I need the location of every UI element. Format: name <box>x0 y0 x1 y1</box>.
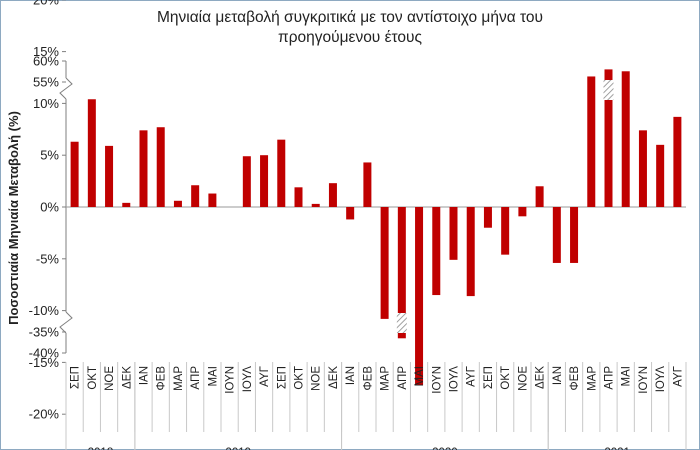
y-tick-label: 5% <box>40 148 59 163</box>
y-tick-label: 60% <box>33 54 59 69</box>
bar <box>570 207 579 263</box>
x-tick-label: ΙΟΥΛ <box>242 366 254 393</box>
x-tick-label: ΟΚΤ <box>500 366 512 390</box>
x-tick-label: ΙΟΥΛ <box>655 366 667 393</box>
chart-title-line-2: προηγούμενου έτους <box>278 29 422 46</box>
bar <box>621 71 630 207</box>
x-tick-label: ΜΑΡ <box>586 366 598 391</box>
x-tick-label: ΜΑΡ <box>380 366 392 391</box>
bar <box>397 207 406 339</box>
x-tick-label: ΔΕΚ <box>121 366 133 389</box>
x-tick-label: ΦΕΒ <box>569 366 581 391</box>
bar <box>70 141 79 207</box>
x-tick-label: ΙΟΥΝ <box>225 366 237 394</box>
bar <box>483 207 492 228</box>
x-tick-label: ΜΑΙ <box>207 366 219 386</box>
x-tick-label: ΝΟΕ <box>311 366 323 391</box>
bar <box>449 207 458 260</box>
y-axis-break-top <box>59 77 73 100</box>
x-tick-label: ΙΑΝ <box>139 366 151 385</box>
y-tick-label: 0% <box>40 200 59 215</box>
x-tick-label: ΙΑΝ <box>552 366 564 385</box>
bar <box>604 69 613 208</box>
x-tick-label: ΣΕΠ <box>483 366 495 389</box>
year-label: 2018 <box>88 447 114 450</box>
x-tick-label: ΔΕΚ <box>535 366 547 389</box>
bar <box>173 200 182 207</box>
bar <box>208 193 217 207</box>
bar-break-marker <box>603 80 614 100</box>
x-tick-label: ΑΥΓ <box>672 365 684 386</box>
bar <box>328 183 337 207</box>
y-tick-label: 10% <box>33 96 59 111</box>
bar <box>535 186 544 207</box>
x-tick-label: ΙΟΥΝ <box>431 366 443 394</box>
bar <box>656 144 665 207</box>
bar <box>191 185 200 207</box>
year-label: 2019 <box>225 447 251 450</box>
x-tick-label: ΦΕΒ <box>156 366 168 391</box>
bar <box>380 207 389 319</box>
bar <box>363 162 372 207</box>
chart-title: Μηνιαία μεταβολή συγκριτικά με τον αντίσ… <box>0 8 700 48</box>
bar <box>260 155 269 207</box>
x-tick-label: ΜΑΡ <box>173 366 185 391</box>
x-tick-label: ΜΑΙ <box>414 366 426 386</box>
x-tick-label: ΑΠΡ <box>604 366 616 390</box>
x-tick-label: ΑΠΡ <box>190 366 202 390</box>
bar <box>587 76 596 208</box>
x-tick-label: ΜΑΙ <box>621 366 633 386</box>
y-axis-label: Ποσοστιαία Μηνιαία Μεταβολή (%) <box>6 111 21 325</box>
bar <box>466 207 475 297</box>
bar <box>311 203 320 207</box>
x-tick-label: ΝΟΕ <box>517 366 529 391</box>
y-tick-label: -20% <box>29 407 60 422</box>
y-tick-label: -5% <box>36 251 60 266</box>
bar <box>501 207 510 255</box>
chart-title-line-1: Μηνιαία μεταβολή συγκριτικά με τον αντίσ… <box>157 9 543 26</box>
x-tick-label: ΟΚΤ <box>294 366 306 390</box>
x-tick-label: ΙΑΝ <box>345 366 357 385</box>
bar <box>638 130 647 207</box>
x-tick-label: ΔΕΚ <box>328 366 340 389</box>
y-tick-label: 20% <box>33 0 59 7</box>
y-tick-label: -40% <box>29 346 60 361</box>
y-tick-label: -35% <box>29 325 60 340</box>
x-tick-label: ΑΥΓ <box>466 365 478 386</box>
y-tick-label: -15% <box>29 355 60 370</box>
bar <box>277 139 286 207</box>
bar <box>432 207 441 296</box>
x-tick-label: ΝΟΕ <box>104 366 116 391</box>
bar <box>87 99 96 207</box>
x-tick-label: ΦΕΒ <box>362 366 374 391</box>
bar <box>673 116 682 207</box>
x-tick-label: ΑΥΓ <box>259 365 271 386</box>
x-tick-label: ΟΚΤ <box>87 366 99 390</box>
bar <box>346 207 355 220</box>
bar <box>242 156 251 207</box>
bar <box>139 130 148 207</box>
x-tick-label: ΑΠΡ <box>397 366 409 390</box>
bar <box>156 127 165 207</box>
bar <box>518 207 527 217</box>
x-tick-label: ΣΕΠ <box>70 366 82 389</box>
x-tick-label: ΙΟΥΛ <box>449 366 461 393</box>
x-tick-label: ΙΟΥΝ <box>638 366 650 394</box>
year-label: 2020 <box>432 447 458 450</box>
bar <box>122 202 131 207</box>
y-axis-break-bottom <box>59 311 73 334</box>
x-tick-label: ΣΕΠ <box>276 366 288 389</box>
bar <box>415 207 424 386</box>
y-tick-label: 55% <box>33 75 59 90</box>
year-label: 2021 <box>604 447 630 450</box>
bar <box>552 207 561 263</box>
bar-break-marker <box>396 313 407 333</box>
bar <box>105 145 114 207</box>
bar <box>294 187 303 207</box>
y-tick-label: 15% <box>33 44 59 59</box>
y-tick-label: -10% <box>29 303 60 318</box>
